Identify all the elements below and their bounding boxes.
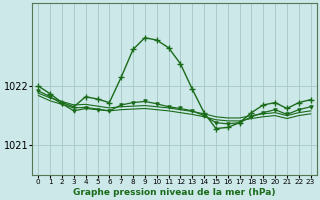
X-axis label: Graphe pression niveau de la mer (hPa): Graphe pression niveau de la mer (hPa) (73, 188, 276, 197)
